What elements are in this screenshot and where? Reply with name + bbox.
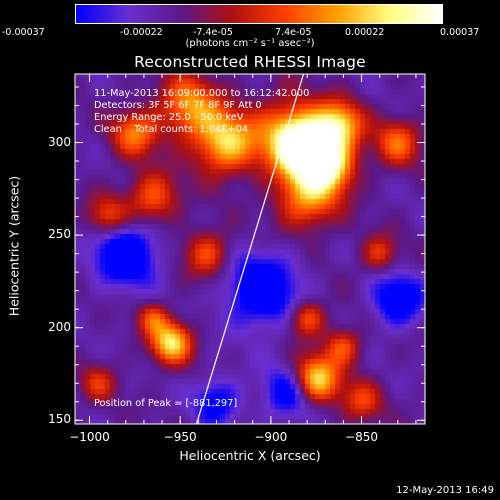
y-tick-label: 250: [48, 227, 71, 242]
info-energy-range: Energy Range: 25.0 - 50.0 keV: [94, 112, 244, 123]
y-tick-label: 300: [48, 134, 71, 149]
chart-title: Reconstructed RHESSI Image: [134, 53, 366, 71]
info-peak-position: Position of Peak = [-881,297]: [94, 398, 238, 409]
info-time-range: 11-May-2013 16:09:00.000 to 16:12:42.000: [94, 88, 310, 99]
y-axis-label: Heliocentric Y (arcsec): [6, 175, 22, 317]
info-clean-counts: Clean Total counts: 1.04E+04: [94, 124, 249, 135]
y-tick-label: 150: [48, 412, 71, 427]
colorbar-tick-label: 7.4e-05: [275, 27, 312, 38]
colorbar-units: (photons cm⁻² s⁻¹ asec⁻²): [185, 38, 315, 49]
plot-frame: [74, 73, 426, 425]
x-tick-label: −950: [163, 430, 197, 444]
colorbar-tick-label: -7.4e-05: [193, 27, 233, 38]
footer-timestamp: 12-May-2013 16:49: [396, 485, 494, 496]
info-detectors: Detectors: 3F 5F 6F 7F 8F 9F Att 0: [94, 100, 262, 111]
colorbar-tick-label: -0.00022: [120, 27, 163, 38]
solar-limb-line: [195, 73, 305, 425]
x-axis-label: Heliocentric X (arcsec): [179, 448, 321, 463]
x-tick-label: −1000: [69, 430, 110, 444]
y-tick-label: 200: [48, 319, 71, 334]
x-tick-label: −900: [254, 430, 288, 444]
colorbar: [75, 4, 443, 24]
x-tick-label: −850: [345, 430, 378, 444]
colorbar-tick-label: 0.00037: [440, 27, 480, 38]
colorbar-tick-label: -0.00037: [2, 27, 45, 38]
colorbar-tick-label: 0.00022: [345, 27, 385, 38]
